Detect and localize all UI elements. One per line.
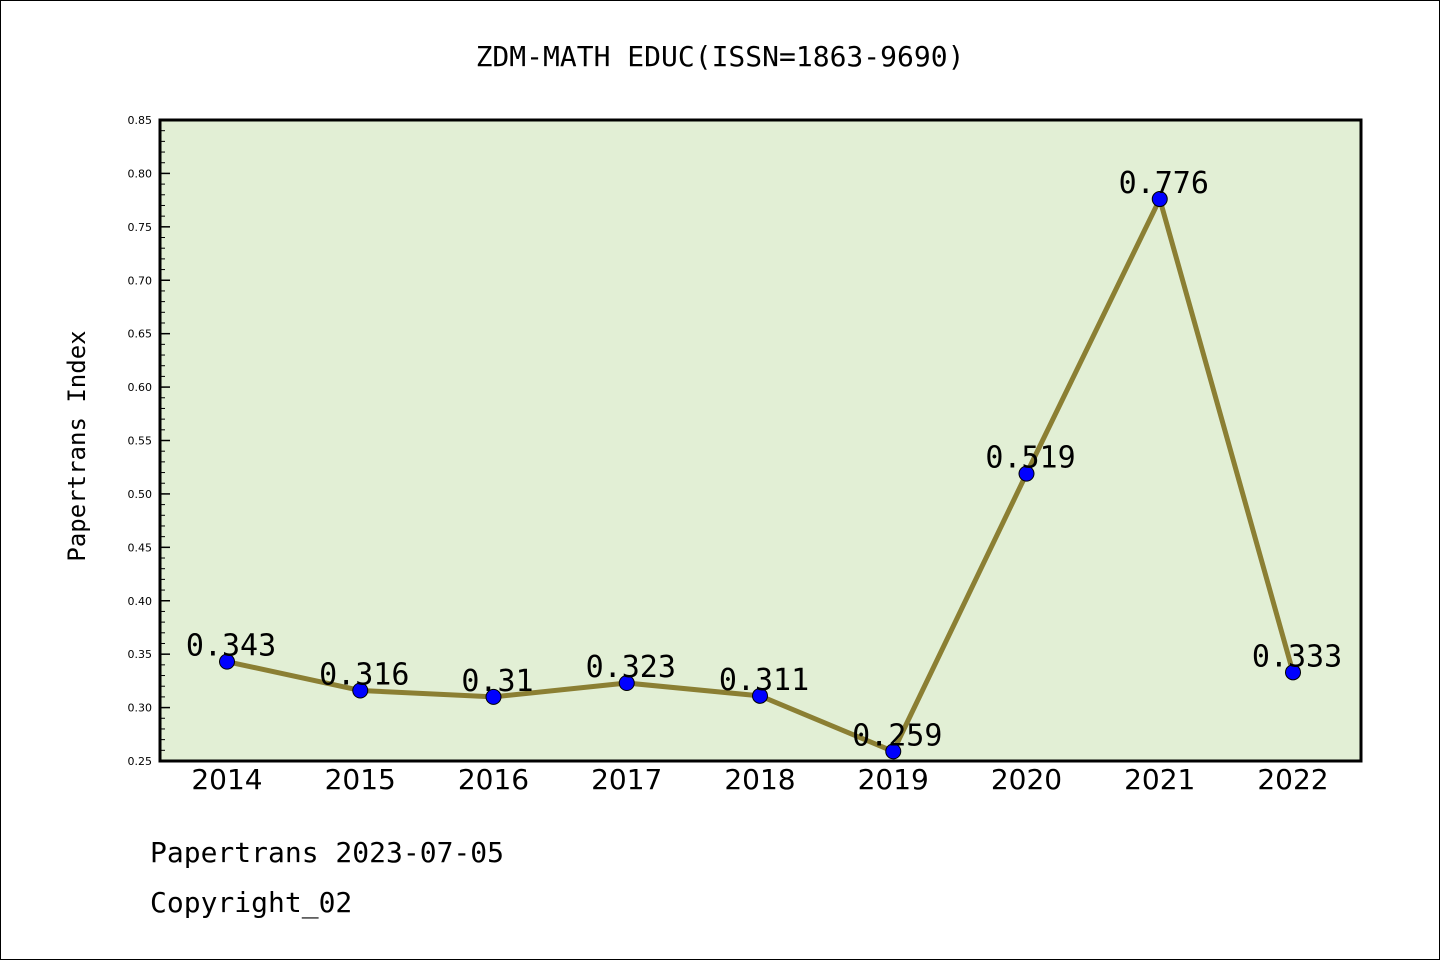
data-label: 0.323 [586, 650, 676, 685]
data-point-marker [1151, 191, 1168, 208]
y-tick-label: 0.60 [128, 381, 153, 394]
data-label: 0.333 [1252, 639, 1342, 674]
plot-area [160, 120, 1361, 761]
y-axis-label: Papertrans Index [63, 330, 91, 561]
data-labels: 0.343 0.316 0.31 0.323 0.311 0.259 0.519 0.776 0… [186, 166, 1342, 753]
y-tick-label: 0.30 [128, 702, 153, 715]
data-label: 0.259 [852, 718, 942, 753]
y-tick-label: 0.65 [128, 328, 153, 341]
x-tick-label: 2022 [1257, 763, 1328, 796]
y-tick-label: 0.80 [128, 167, 153, 180]
data-label: 0.519 [985, 441, 1075, 476]
y-tick-label: 0.35 [128, 648, 153, 661]
data-label: 0.316 [319, 657, 409, 692]
y-tick-label: 0.25 [128, 755, 153, 768]
data-label: 0.776 [1119, 166, 1209, 201]
y-axis-ticks: 0.25 0.30 0.35 0.40 0.45 0.50 0.55 0.60 0.65 0.70… [128, 114, 170, 768]
x-axis-ticks: 2014 2015 2016 2017 2018 2019 2020 2021 2022 [191, 763, 1328, 796]
x-tick-label: 2020 [991, 763, 1062, 796]
data-markers [219, 191, 1301, 760]
y-tick-label: 0.85 [128, 114, 153, 127]
x-tick-label: 2018 [724, 763, 795, 796]
data-point-marker [485, 688, 502, 705]
data-label: 0.31 [461, 664, 533, 699]
y-tick-label: 0.50 [128, 488, 153, 501]
y-tick-label: 0.45 [128, 541, 153, 554]
y-tick-label: 0.40 [128, 595, 153, 608]
data-point-marker [885, 743, 902, 760]
y-tick-label: 0.55 [128, 435, 153, 448]
y-tick-label: 0.75 [128, 221, 153, 234]
x-tick-label: 2016 [458, 763, 529, 796]
x-tick-label: 2015 [325, 763, 396, 796]
data-point-marker [1285, 664, 1301, 681]
footer-copyright-line: Copyright_02 [150, 886, 353, 919]
footer-date-line: Papertrans 2023-07-05 [150, 836, 505, 869]
plot-border [158, 118, 1363, 763]
data-point-marker [219, 653, 235, 670]
chart-title: ZDM-MATH EDUC(ISSN=1863-9690) [476, 40, 965, 73]
data-point-marker [618, 675, 635, 692]
x-tick-label: 2014 [191, 763, 262, 796]
data-point-marker [1018, 465, 1035, 482]
y-tick-label: 0.70 [128, 274, 153, 287]
data-point-marker [352, 682, 369, 699]
x-tick-label: 2017 [591, 763, 662, 796]
x-tick-label: 2019 [858, 763, 929, 796]
data-label: 0.343 [186, 629, 276, 664]
x-tick-label: 2021 [1124, 763, 1195, 796]
data-label: 0.311 [719, 663, 809, 698]
data-point-marker [752, 687, 768, 704]
